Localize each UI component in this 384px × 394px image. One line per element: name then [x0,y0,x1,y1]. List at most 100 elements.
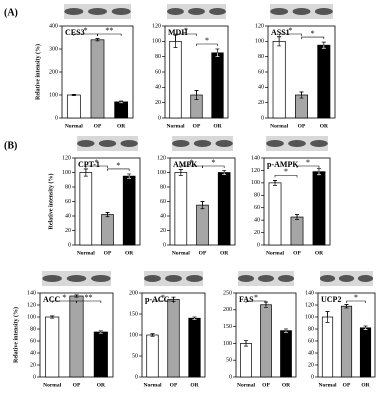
x-tick-label: OR [190,382,199,388]
blot-band [338,275,355,282]
bar [321,316,334,378]
x-tick-label: OR [220,250,229,256]
x-tick-label: OP [193,123,201,129]
chart-title: ASS1 [271,28,290,37]
x-tick-label: OR [125,250,134,256]
significance-label: * [284,167,288,176]
significance-label: * [62,293,66,302]
x-tick-label: OP [293,250,301,256]
y-tick-label: 40 [258,85,264,91]
x-tick-label: Normal [266,250,284,256]
bar [122,175,136,246]
y-tick-label: 120 [255,23,264,29]
y-tick-label: 100 [27,314,36,320]
chart-title: MDH [168,28,188,37]
significance-label: ** [85,293,93,302]
error-bar-top [74,294,79,296]
error-bar-top [71,93,76,95]
bar [114,101,129,119]
blot-band [288,140,306,147]
x-tick-label: OR [213,123,222,129]
error-bar-top [273,180,277,183]
bar [196,204,209,246]
error-bar-top [325,311,330,317]
x-tick-label: Normal [143,382,161,388]
bar [312,171,326,246]
error-bar-top [171,296,176,300]
bar [240,343,252,378]
y-tick-label: 80 [258,54,264,60]
blot-band [193,140,212,147]
y-tick-label: 60 [30,338,36,344]
x-tick-label: OR [117,123,126,129]
y-tick-label: 100 [129,332,138,338]
significance-bracket [278,33,302,36]
significance-label: * [288,26,292,35]
significance-bracket [152,300,174,303]
bar [101,214,114,246]
bar [295,94,308,119]
blot-band [172,140,190,147]
y-tick-label: 80 [308,326,314,332]
y-tick-label: 100 [49,92,58,98]
significance-bracket [245,300,267,303]
y-axis-label: Relative intensity (%) [47,174,54,230]
significance-label: ** [105,26,113,35]
bar [317,44,331,119]
bar [169,40,182,119]
y-tick-label: 20 [308,362,314,368]
y-tick-label: 40 [155,85,161,91]
y-tick-label: 0 [311,374,314,380]
y-tick-label: 20 [254,230,260,236]
significance-bracket [175,33,197,36]
error-bar-top [119,100,124,102]
panel-label: (A) [4,7,18,18]
bar [66,94,81,119]
y-tick-label: 60 [308,338,314,344]
error-bar-top [317,168,321,172]
bar [174,172,188,246]
bar [260,304,272,378]
error-bar-top [194,90,199,95]
x-tick-label: Normal [172,250,190,256]
y-tick-label: 100 [255,39,264,45]
bar [217,172,231,246]
chart-title: p-AMPK [267,160,299,169]
error-bar-top [344,304,349,307]
chart-title: UCP2 [321,295,341,304]
bar [272,40,286,119]
blot-band [258,275,274,282]
blot-band [270,8,289,15]
y-tick-label: 0 [55,115,58,121]
error-bar-top [363,325,368,328]
blot-band [42,275,62,282]
y-tick-label: 100 [305,314,314,320]
blot-band [167,8,184,15]
significance-label: * [254,293,258,302]
y-tick-label: 100 [152,39,161,45]
blot-band [278,275,294,282]
bar [167,298,180,378]
chart-title: AMPK [173,160,198,169]
x-tick-label: Normal [237,382,255,388]
blot-band [314,8,333,15]
error-bar-top [277,36,282,42]
blot-band [238,275,254,282]
y-tick-label: 80 [65,184,71,190]
error-bar-top [321,41,326,46]
blot-band [91,275,111,282]
significance-bracket [97,33,122,36]
significance-label: * [95,158,99,167]
y-tick-label: 20 [258,100,264,106]
significance-bracket [196,43,218,46]
blot-band [188,8,205,15]
y-tick-label: 60 [160,199,166,205]
x-tick-label: OR [361,382,370,388]
y-tick-label: 20 [30,362,36,368]
bar [290,216,304,246]
y-tick-label: 40 [254,218,260,224]
x-tick-label: OP [262,382,270,388]
blot-band [64,8,84,15]
significance-label: * [306,158,310,167]
